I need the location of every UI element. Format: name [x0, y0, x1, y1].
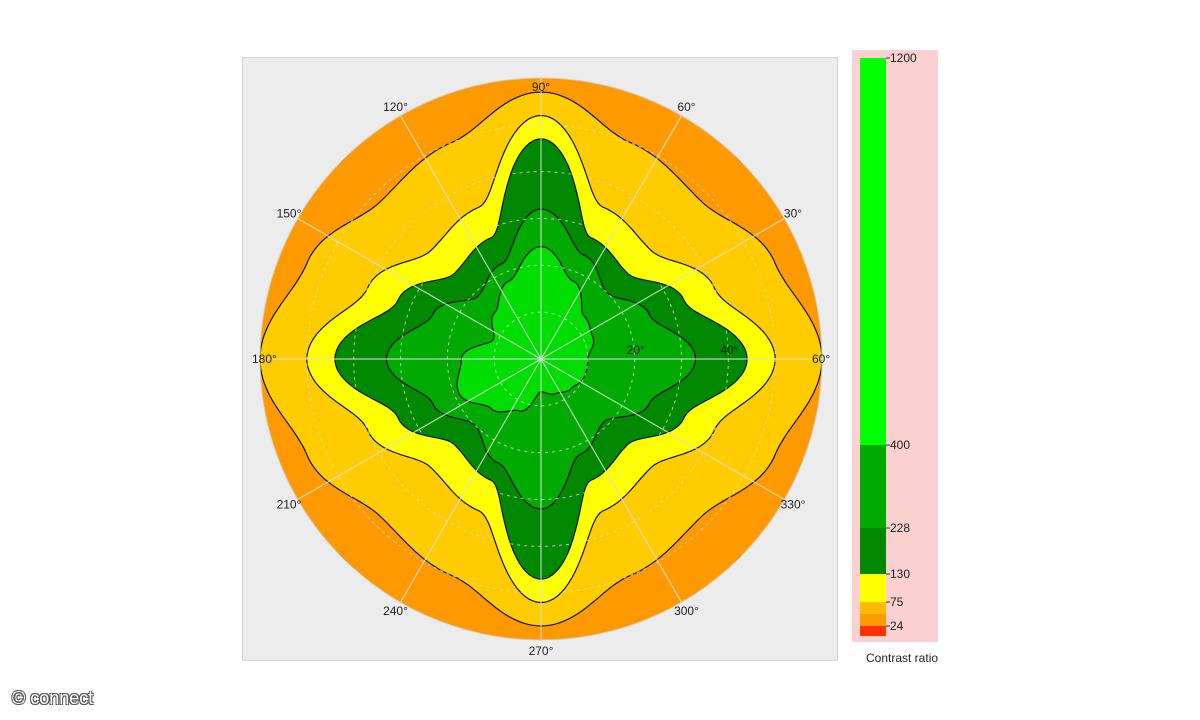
colorbar-tick-label-400: 400: [890, 438, 910, 452]
angle-label-330: 330°: [781, 498, 806, 512]
grid-spoke: [297, 358, 542, 501]
colorbar-segment-400-1200: [860, 58, 886, 445]
grid-spoke: [540, 358, 683, 603]
angle-label-0: 60°: [812, 352, 830, 366]
colorbar-tick-label-228: 228: [890, 521, 910, 535]
colorbar: 1200 400 228 130 75 24: [860, 51, 917, 636]
colorbar-tick-label-1200: 1200: [890, 51, 917, 65]
angle-label-150: 150°: [277, 207, 302, 221]
colorbar-segment-228-400: [860, 445, 886, 528]
colorbar-segment-24-50: [860, 613, 886, 626]
grid-spoke: [540, 115, 683, 360]
grid-spoke: [399, 115, 542, 360]
radius-label-40: 40°: [720, 343, 738, 357]
colorbar-tick-label-130: 130: [890, 567, 910, 581]
colorbar-segment-75-130: [860, 574, 886, 602]
angle-label-270: 270°: [529, 644, 554, 658]
angle-label-300: 300°: [674, 604, 699, 618]
colorbar-segment-50-75: [860, 602, 886, 614]
colorbar-tick-label-75: 75: [890, 595, 904, 609]
colorbar-segment-0-24: [860, 626, 886, 636]
angle-label-90: 90°: [532, 80, 550, 94]
angle-label-240: 240°: [383, 604, 408, 618]
polar-plot-panel: 90° 60° 30° 60° 330° 300° 270° 240° 210° 180° 150°…: [242, 57, 838, 661]
copyright-watermark: © connect: [12, 688, 94, 708]
plot-boundary: [259, 77, 823, 641]
grid-spoke: [399, 358, 542, 603]
angle-label-30: 30°: [784, 207, 802, 221]
polar-contour-plot: 90° 60° 30° 60° 330° 300° 270° 240° 210° 180° 150°…: [252, 77, 830, 658]
angle-label-180: 180°: [252, 352, 277, 366]
grid-spoke: [297, 217, 542, 360]
radius-label-20: 20°: [627, 343, 645, 357]
colorbar-panel: 1200 400 228 130 75 24: [852, 50, 938, 642]
angle-label-210: 210°: [277, 498, 302, 512]
colorbar-tick-label-24: 24: [890, 619, 904, 633]
angle-label-60: 60°: [677, 100, 695, 114]
colorbar-segment-130-228: [860, 528, 886, 574]
colorbar-title: Contrast ratio: [866, 651, 939, 665]
angle-label-120: 120°: [383, 100, 408, 114]
polar-grid: [260, 78, 822, 640]
grid-spoke: [540, 217, 785, 360]
grid-spoke: [540, 358, 785, 501]
